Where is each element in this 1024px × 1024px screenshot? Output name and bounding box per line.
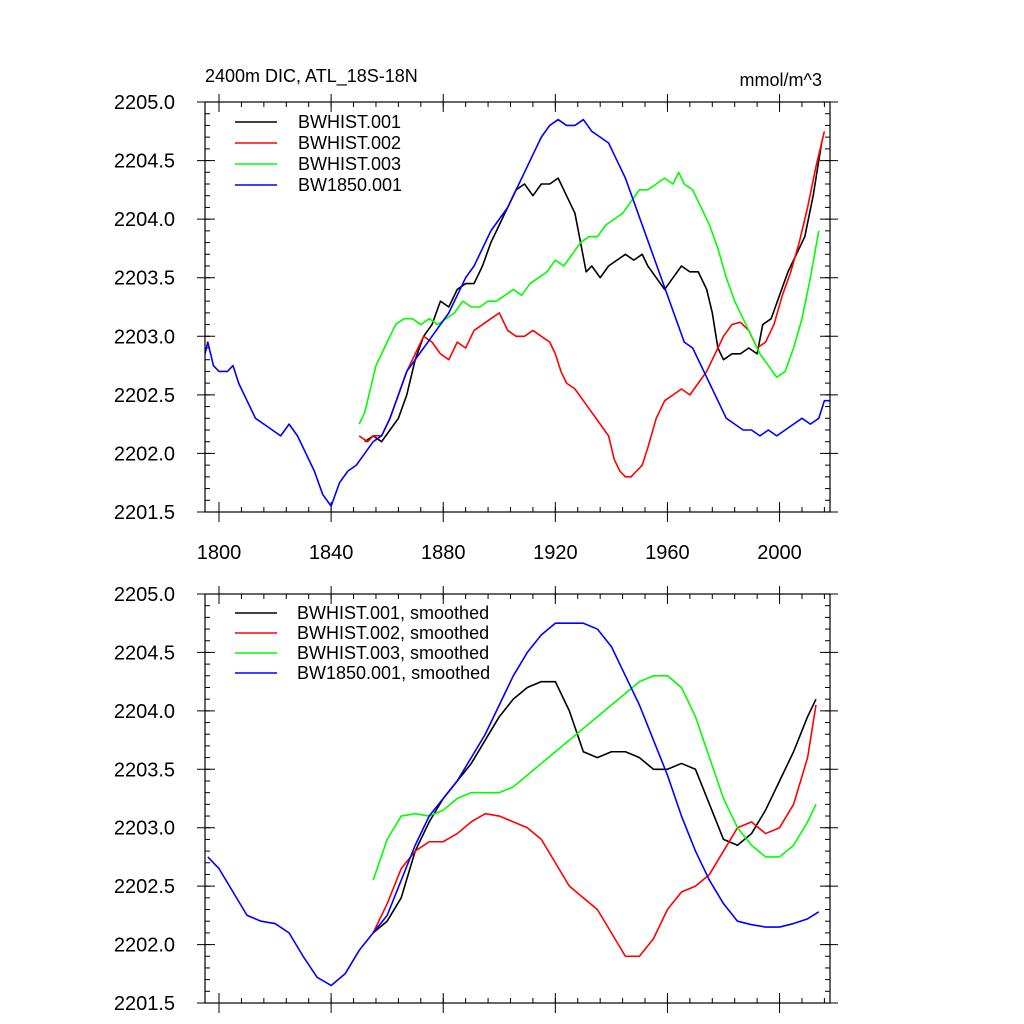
- legend-label: BWHIST.001: [298, 112, 401, 132]
- x-tick-label: 1880: [421, 542, 466, 564]
- plot-frame: [204, 101, 831, 513]
- y-tick-label: 2203.5: [114, 268, 175, 290]
- y-tick-label: 2205.0: [114, 584, 175, 606]
- y-tick-label: 2203.0: [114, 326, 175, 348]
- bottom-panel: 2201.5 2202.0 2202.5 2203.0 2203.5 2204.0 2204…: [114, 584, 838, 1015]
- plot-frame: [204, 593, 831, 1004]
- y-tick-label: 2202.0: [114, 935, 175, 957]
- y-tick-label: 2202.5: [114, 385, 175, 407]
- series-line-bwhist-002: [358, 131, 826, 478]
- series-line-bwhist-003: [358, 171, 820, 425]
- legend-label: BWHIST.003, smoothed: [297, 643, 489, 663]
- series-line-bwhist-003-smoothed: [372, 675, 817, 881]
- top-panel: 2201.5 2202.0 2202.5 2203.0 2203.5 2204.0 2204…: [114, 92, 838, 564]
- y-tick-label: 2202.0: [114, 443, 175, 465]
- y-tick-label: 2204.5: [114, 642, 175, 664]
- y-tick-label: 2204.0: [114, 209, 175, 231]
- series-line-bwhist-001: [364, 142, 823, 443]
- y-tick-label: 2201.5: [114, 993, 175, 1015]
- series-line-bw1850-001-smoothed: [207, 622, 820, 987]
- y-tick-label: 2202.5: [114, 876, 175, 898]
- units-label: mmol/m^3: [740, 70, 822, 90]
- legend-label: BWHIST.002, smoothed: [297, 623, 489, 643]
- legend-label: BW1850.001: [298, 175, 402, 195]
- x-tick-label: 1840: [309, 542, 354, 564]
- series-line-bw1850-001: [205, 118, 830, 507]
- y-tick-label: 2205.0: [114, 92, 175, 114]
- legend-label: BWHIST.001, smoothed: [297, 603, 489, 623]
- legend-label: BWHIST.002: [298, 133, 401, 153]
- x-tick-label: 1960: [645, 542, 690, 564]
- y-tick-label: 2203.5: [114, 759, 175, 781]
- y-tick-label: 2203.0: [114, 818, 175, 840]
- x-tick-label: 1800: [197, 542, 242, 564]
- y-tick-label: 2204.0: [114, 701, 175, 723]
- series-line-bwhist-002-smoothed: [372, 704, 817, 958]
- y-tick-label: 2204.5: [114, 151, 175, 173]
- x-tick-label: 1920: [533, 542, 578, 564]
- chart-title: 2400m DIC, ATL_18S-18N: [205, 66, 418, 87]
- legend-label: BW1850.001, smoothed: [297, 663, 490, 683]
- legend-label: BWHIST.003: [298, 154, 401, 174]
- y-tick-label: 2201.5: [114, 502, 175, 524]
- x-tick-label: 2000: [757, 542, 802, 564]
